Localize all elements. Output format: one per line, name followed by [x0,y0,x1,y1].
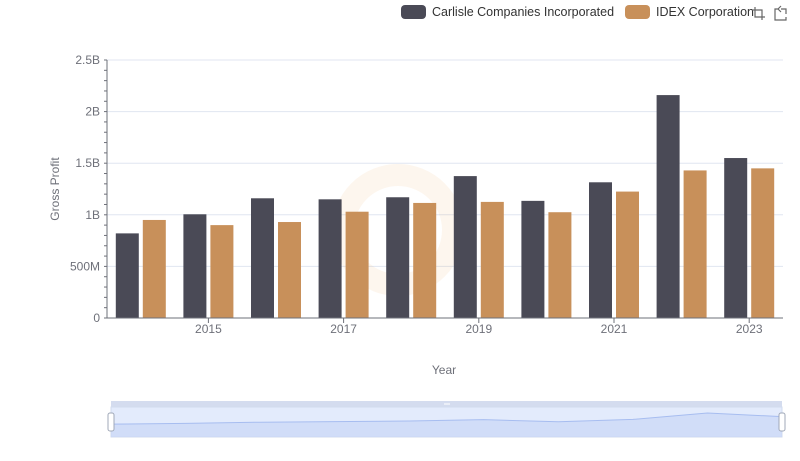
y-tick-label: 1B [85,208,100,222]
bar [318,199,342,318]
bar [115,233,139,318]
bar [251,198,274,318]
bar [210,225,234,318]
datazoom-handle-left[interactable] [107,412,115,432]
bar [751,168,775,318]
legend-item-idex[interactable]: IDEX Corporation [625,5,754,19]
datazoom-preview-area [111,413,782,437]
legend-label-carlisle: Carlisle Companies Incorporated [432,5,615,19]
bar [480,201,504,318]
zoom-icon[interactable] [750,5,768,23]
bar [413,202,437,318]
x-tick-label: 2017 [330,322,357,336]
bar [548,212,572,318]
y-tick-label: 1.5B [75,156,100,170]
y-tick-label: 2.5B [75,53,100,67]
bar [616,191,639,318]
y-tick-label: 2B [85,105,100,119]
y-axis-title: Gross Profit [48,157,62,221]
bar [183,214,207,318]
legend-swatch-carlisle [401,5,426,19]
chart-legend: Carlisle Companies Incorporated IDEX Cor… [401,3,765,21]
x-axis-title: Year [432,363,456,377]
legend-label-idex: IDEX Corporation [656,5,754,19]
zoom-reset-icon[interactable] [772,5,790,23]
legend-swatch-idex [625,5,651,19]
x-tick-label: 2023 [736,322,763,336]
x-tick-label: 2021 [601,322,628,336]
bar [453,176,477,318]
y-tick-label: 500M [70,259,100,273]
x-tick-label: 2015 [195,322,222,336]
bar [142,219,166,318]
bar [589,182,612,318]
chart-toolbox [746,5,790,23]
bar [345,211,369,318]
datazoom-handle-right[interactable] [778,412,786,432]
bar [683,170,707,318]
bar [724,158,748,318]
legend-item-carlisle[interactable]: Carlisle Companies Incorporated [401,5,614,19]
bar [521,200,545,318]
bar [386,197,410,318]
datazoom-preview-line [110,412,783,425]
x-tick-label: 2019 [465,322,492,336]
bar [278,222,301,318]
bar [656,95,680,318]
y-tick-label: 0 [93,311,100,325]
